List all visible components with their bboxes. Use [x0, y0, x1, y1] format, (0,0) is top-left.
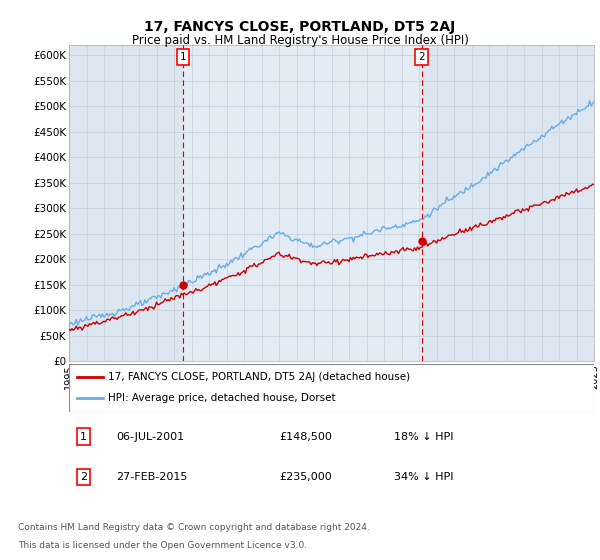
FancyBboxPatch shape: [69, 364, 594, 412]
Text: 17, FANCYS CLOSE, PORTLAND, DT5 2AJ (detached house): 17, FANCYS CLOSE, PORTLAND, DT5 2AJ (det…: [109, 372, 410, 382]
Text: 06-JUL-2001: 06-JUL-2001: [116, 432, 184, 442]
Text: 2: 2: [418, 52, 425, 62]
Text: 2: 2: [80, 472, 87, 482]
Text: 1: 1: [179, 52, 186, 62]
Text: This data is licensed under the Open Government Licence v3.0.: This data is licensed under the Open Gov…: [18, 541, 307, 550]
Text: 18% ↓ HPI: 18% ↓ HPI: [395, 432, 454, 442]
Text: HPI: Average price, detached house, Dorset: HPI: Average price, detached house, Dors…: [109, 393, 336, 403]
Text: £235,000: £235,000: [279, 472, 332, 482]
Text: Contains HM Land Registry data © Crown copyright and database right 2024.: Contains HM Land Registry data © Crown c…: [18, 522, 370, 531]
Text: £148,500: £148,500: [279, 432, 332, 442]
Text: 27-FEB-2015: 27-FEB-2015: [116, 472, 188, 482]
Text: 17, FANCYS CLOSE, PORTLAND, DT5 2AJ: 17, FANCYS CLOSE, PORTLAND, DT5 2AJ: [145, 20, 455, 34]
Bar: [183, 45, 422, 361]
Text: 34% ↓ HPI: 34% ↓ HPI: [395, 472, 454, 482]
Text: 1: 1: [80, 432, 87, 442]
Text: Price paid vs. HM Land Registry's House Price Index (HPI): Price paid vs. HM Land Registry's House …: [131, 34, 469, 46]
